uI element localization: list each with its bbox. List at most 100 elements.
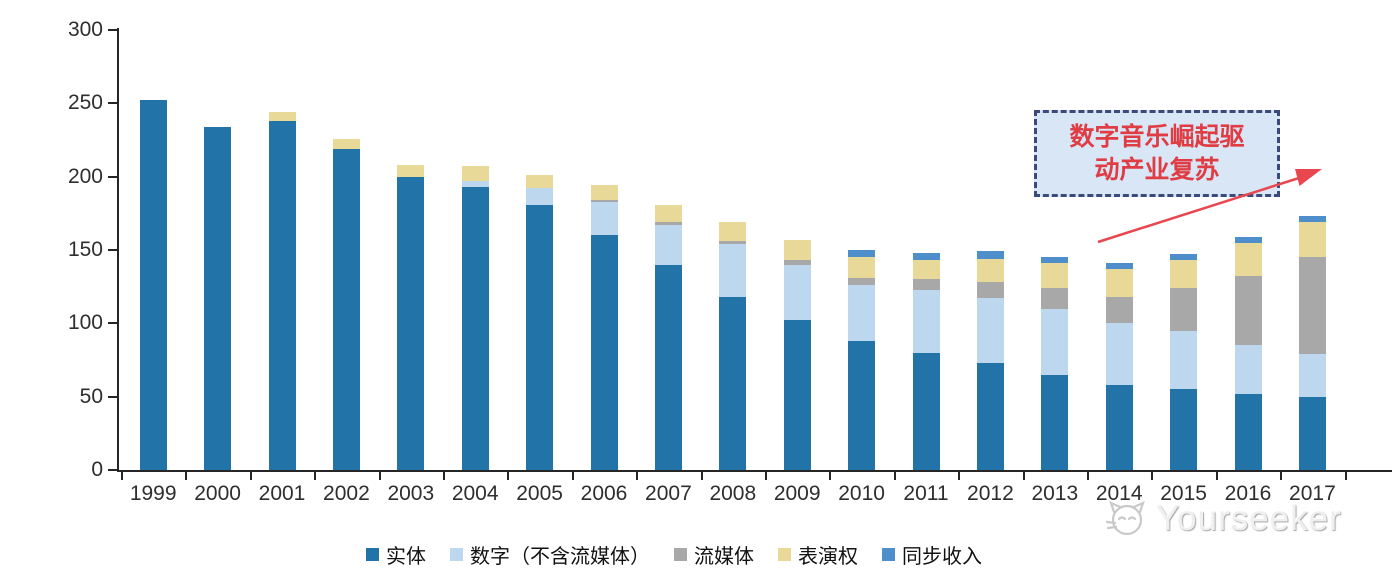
bar-2017-digital (1298, 354, 1326, 397)
bar-2011-digital (912, 289, 940, 353)
bar-2004-performance (461, 166, 489, 182)
x-axis-tick (443, 472, 445, 480)
bar-2013-streaming (1041, 288, 1069, 309)
y-axis-tick (108, 469, 117, 471)
bar-2001-performance (268, 112, 296, 121)
bar-2017-sync (1298, 216, 1326, 223)
bar-2014-sync (1105, 263, 1133, 270)
x-axis-tick (1215, 472, 1218, 480)
bar-2011-physical (912, 352, 940, 470)
bar-2010-streaming (848, 277, 876, 286)
bar-2007-physical (654, 264, 682, 470)
bar-2016-digital (1234, 345, 1262, 394)
bar-2012-sync (976, 251, 1004, 259)
bar-2014-streaming (1105, 296, 1133, 324)
x-axis-tick (636, 472, 639, 480)
x-axis-label-2001: 2001 (258, 482, 306, 505)
y-axis-line (117, 28, 119, 472)
legend-label-physical: 实体 (386, 546, 426, 568)
bar-2012-physical (976, 362, 1004, 470)
bar-2010-sync (848, 250, 876, 258)
bar-2006-streaming (590, 200, 618, 202)
bar-2017-physical (1298, 396, 1326, 470)
cat-logo-icon (1105, 500, 1145, 536)
bar-2008-physical (719, 296, 747, 470)
watermark: Yourseeker (1104, 498, 1342, 540)
x-axis-label-2010: 2010 (838, 482, 885, 505)
bar-2009-digital (783, 264, 811, 321)
bar-2003-physical (397, 176, 425, 470)
y-axis-tick (108, 249, 117, 251)
x-axis-tick (893, 472, 896, 480)
y-axis-tick (108, 175, 117, 178)
bar-2006-digital (590, 201, 618, 236)
x-axis-label-2016: 2016 (1224, 482, 1272, 505)
x-axis-label-2009: 2009 (773, 482, 821, 505)
bar-2006-performance (590, 185, 618, 201)
bar-2009-performance (783, 239, 811, 261)
bar-2005-physical (526, 204, 554, 470)
bar-2006-physical (590, 235, 618, 470)
bar-2016-performance (1234, 242, 1262, 277)
bar-2015-performance (1170, 260, 1198, 289)
bar-2008-digital (719, 244, 747, 297)
x-axis-label-2012: 2012 (967, 482, 1014, 505)
bar-2001-physical (268, 120, 296, 470)
y-axis-label: 250 (67, 91, 103, 115)
bar-2009-physical (783, 320, 811, 470)
bar-2002-physical (332, 148, 360, 470)
bar-2007-performance (654, 204, 682, 223)
x-axis-tick (1344, 472, 1347, 480)
bar-2012-digital (976, 298, 1004, 363)
bar-2016-physical (1234, 393, 1262, 470)
y-axis-tick (108, 322, 117, 325)
x-axis-label-2006: 2006 (580, 482, 628, 505)
x-axis-label-2014: 2014 (1095, 482, 1143, 505)
x-axis-label-2013: 2013 (1031, 482, 1079, 505)
x-axis-label-2015: 2015 (1160, 482, 1207, 505)
bar-2004-physical (461, 186, 489, 470)
y-axis-label: 100 (67, 311, 103, 335)
x-axis-tick (314, 472, 317, 480)
x-axis-label-1999: 1999 (129, 482, 177, 505)
bar-2010-physical (848, 340, 876, 470)
bar-2014-performance (1105, 269, 1133, 297)
x-axis-label-2008: 2008 (709, 482, 757, 505)
bar-2008-streaming (719, 241, 747, 245)
legend-label-digital: 数字（不含流媒体） (470, 546, 650, 568)
bar-2016-sync (1234, 236, 1262, 243)
legend-label-sync: 同步收入 (902, 546, 982, 568)
bar-2015-streaming (1170, 288, 1198, 331)
legend-item-sync: 同步收入 (882, 540, 982, 569)
y-axis-tick (108, 29, 117, 31)
x-axis-tick (1280, 472, 1283, 480)
x-axis-label-2000: 2000 (194, 482, 241, 505)
x-axis-label-2003: 2003 (387, 482, 435, 505)
y-axis-tick (108, 102, 117, 105)
annotation-text-line2: 动产业复苏 (1094, 156, 1220, 184)
legend-item-physical: 实体 (366, 540, 426, 569)
y-axis-label: 0 (91, 458, 103, 481)
x-axis-label-2011: 2011 (903, 482, 949, 505)
bar-2003-performance (397, 164, 425, 177)
legend-swatch-physical-icon (366, 548, 379, 561)
bar-2015-sync (1170, 254, 1198, 261)
bar-2012-performance (976, 258, 1004, 283)
bar-1999-physical (139, 100, 167, 470)
bar-2013-digital (1041, 308, 1069, 375)
x-axis-tick (378, 472, 381, 480)
y-axis-label: 300 (67, 18, 103, 41)
bar-2010-performance (848, 257, 876, 278)
legend-swatch-performance-icon (778, 548, 791, 561)
legend-swatch-sync-icon (882, 548, 895, 561)
bar-2007-digital (654, 225, 682, 265)
y-axis-tick (108, 395, 117, 398)
x-axis-tick (1022, 472, 1025, 480)
y-axis-label: 200 (67, 164, 103, 188)
bar-2013-physical (1041, 374, 1069, 470)
bar-2009-streaming (783, 260, 811, 265)
bar-2004-digital (461, 181, 489, 187)
annotation-text-line1: 数字音乐崛起驱 (1069, 123, 1245, 151)
bar-2002-performance (332, 138, 360, 149)
